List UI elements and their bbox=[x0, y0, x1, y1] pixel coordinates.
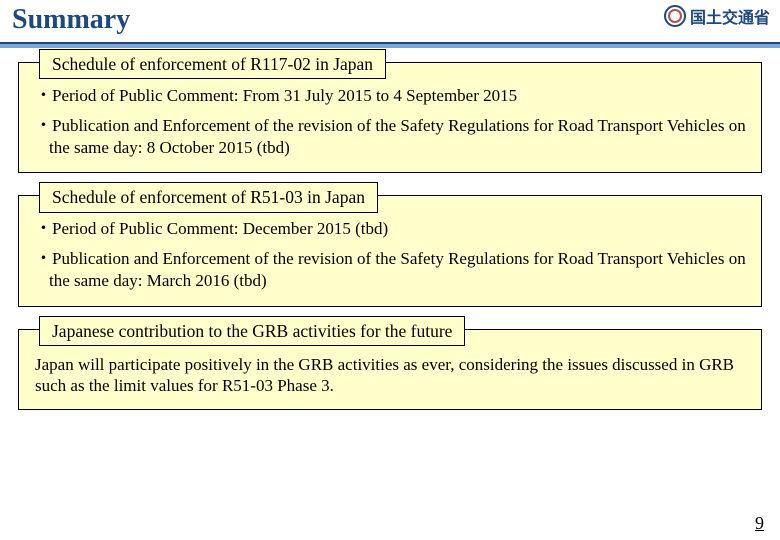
section-label-r117: Schedule of enforcement of R117-02 in Ja… bbox=[39, 49, 386, 79]
section-label-grb: Japanese contribution to the GRB activit… bbox=[39, 316, 465, 346]
bullet-item: Publication and Enforcement of the revis… bbox=[35, 115, 747, 159]
bullet-item: Publication and Enforcement of the revis… bbox=[35, 248, 747, 292]
bullet-item: Period of Public Comment: December 2015 … bbox=[35, 218, 747, 240]
page-number: 9 bbox=[755, 513, 764, 534]
section-label-r51: Schedule of enforcement of R51-03 in Jap… bbox=[39, 182, 378, 212]
section-r117: Schedule of enforcement of R117-02 in Ja… bbox=[18, 62, 762, 173]
ministry-logo: 国土交通省 bbox=[664, 4, 770, 28]
section-grb: Japanese contribution to the GRB activit… bbox=[18, 329, 762, 411]
bullet-item: Period of Public Comment: From 31 July 2… bbox=[35, 85, 747, 107]
ministry-label: 国土交通省 bbox=[690, 4, 770, 28]
section-r51: Schedule of enforcement of R51-03 in Jap… bbox=[18, 195, 762, 306]
page-title: Summary bbox=[12, 4, 130, 36]
ministry-emblem-icon bbox=[664, 5, 686, 27]
slide-content: Schedule of enforcement of R117-02 in Ja… bbox=[0, 62, 780, 410]
paragraph: Japan will participate positively in the… bbox=[35, 354, 745, 398]
slide-header: Summary 国土交通省 bbox=[0, 0, 780, 42]
slide-root: Summary 国土交通省 Schedule of enforcement of… bbox=[0, 0, 780, 540]
title-underline bbox=[0, 42, 780, 48]
